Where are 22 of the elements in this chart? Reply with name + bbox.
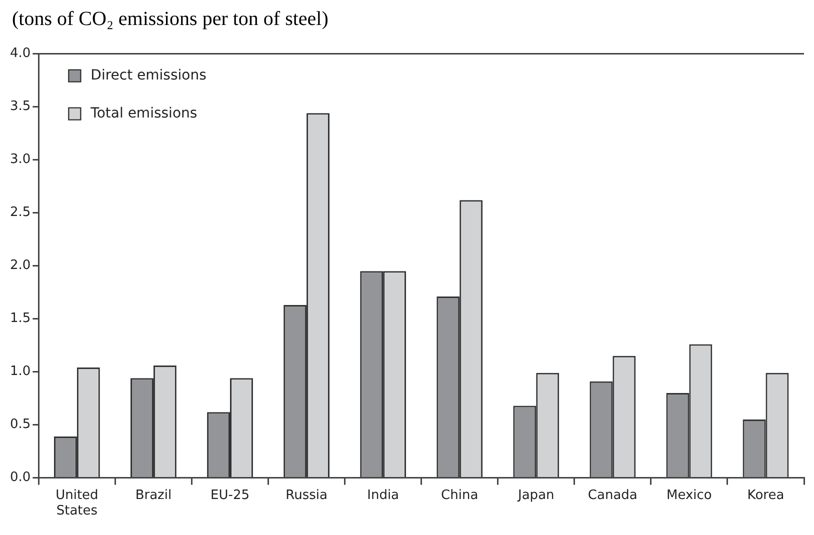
- x-tick-label: Korea: [747, 488, 784, 503]
- y-tick-label: 1.5: [10, 311, 31, 326]
- y-tick-label: 4.0: [10, 46, 31, 62]
- x-tick-label: Canada: [588, 488, 638, 503]
- legend-label: Direct emissions: [90, 67, 206, 84]
- x-tick-label: Brazil: [135, 488, 172, 503]
- chart-title: (tons of CO₂ emissions per ton of steel): [11, 8, 330, 32]
- x-tick-label: Russia: [286, 488, 328, 503]
- y-tick-label: 1.0: [10, 364, 31, 380]
- y-tick-label: 2.0: [10, 258, 31, 274]
- x-tick-label: United States: [56, 488, 98, 519]
- x-tick-label: India: [367, 488, 400, 503]
- x-tick-label: EU-25: [210, 488, 250, 503]
- y-tick-label: 3.0: [10, 152, 31, 168]
- y-tick-label: 0.0: [10, 470, 31, 486]
- y-tick-label: 0.5: [10, 417, 31, 432]
- x-tick-label: Mexico: [666, 488, 712, 503]
- y-tick-label: 2.5: [10, 205, 31, 220]
- y-tick-label: 3.5: [10, 99, 31, 114]
- x-tick-label: China: [441, 488, 478, 503]
- x-tick-label: Japan: [517, 488, 554, 503]
- legend-label: Total emissions: [90, 105, 198, 122]
